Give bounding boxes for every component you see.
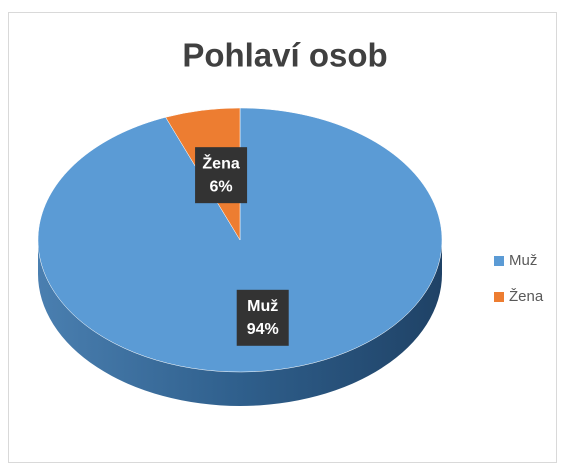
data-label-category: Žena — [202, 153, 239, 172]
chart-title: Pohlaví osob — [182, 37, 387, 74]
pie-side — [38, 240, 442, 406]
data-label-box — [195, 147, 248, 204]
data-label-box — [236, 289, 289, 346]
legend-swatch — [494, 292, 504, 302]
data-label-value: 6% — [210, 178, 233, 195]
data-label-value: 94% — [247, 321, 279, 338]
legend-swatch — [494, 256, 504, 266]
legend-label: Žena — [509, 288, 544, 305]
data-label-category: Muž — [247, 298, 278, 315]
legend-label: Muž — [509, 252, 537, 269]
